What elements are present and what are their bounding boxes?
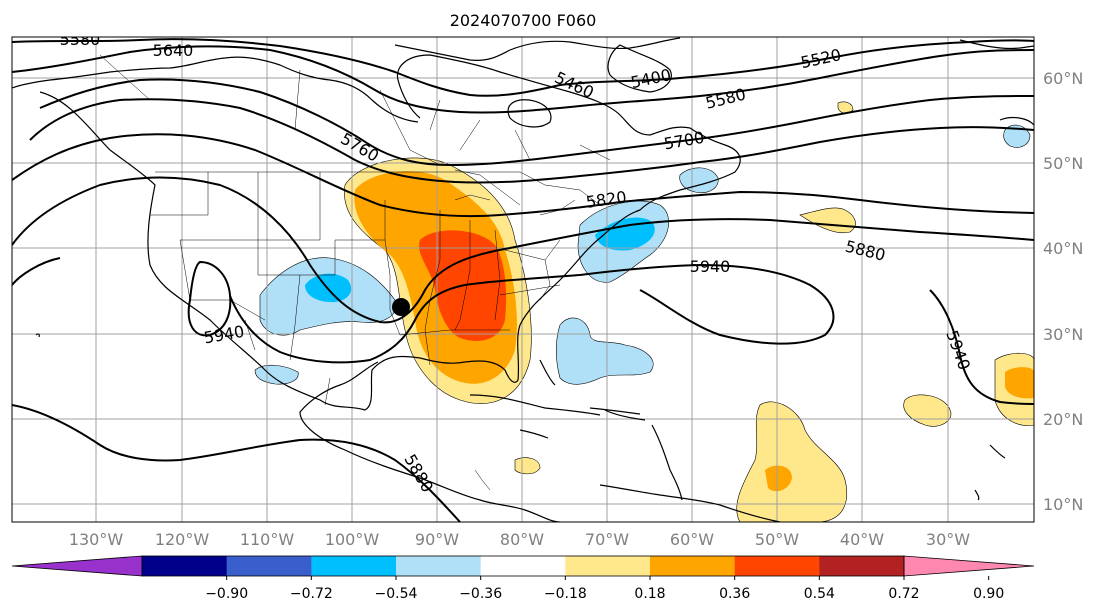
lon-tick-label: 90°W [415, 530, 459, 549]
storm-position-marker [392, 298, 410, 316]
lat-tick-label: 30°N [1043, 325, 1083, 344]
colorbar-swatch [650, 556, 736, 576]
negative-anomaly-greenland [1003, 124, 1031, 148]
colorbar-extend-low [11, 555, 143, 577]
lat-tick-label: 40°N [1043, 239, 1083, 258]
negative-anomaly-western-atlantic [555, 317, 654, 385]
colorbar-swatch [396, 556, 482, 576]
map-title: 2024070700 F060 [450, 11, 597, 30]
lon-tick-label: 120°W [155, 530, 210, 549]
coastlines [12, 37, 1034, 522]
positive-anomaly-tropical-atlantic [736, 401, 848, 522]
positive-anomaly-tropical-core [765, 465, 792, 492]
colorbar-swatch [480, 556, 566, 576]
lon-tick-label: 30°W [926, 530, 970, 549]
lon-tick-label: 80°W [500, 530, 544, 549]
map-area: 5580 5640 5460 5400 5520 5580 5700 5760 … [12, 30, 1034, 522]
lon-tick-label: 50°W [755, 530, 799, 549]
longitude-tick-labels: 130°W 120°W 110°W 100°W 90°W 80°W 70°W 6… [69, 530, 970, 549]
contour-label-5940-central: 5940 [690, 257, 731, 276]
colorbar-swatch [819, 556, 905, 576]
political-borders [99, 54, 611, 491]
contour-label-5640: 5640 [153, 41, 194, 60]
lat-tick-label: 60°N [1043, 69, 1083, 88]
colorbar-tick-label: 0.54 [804, 586, 835, 602]
colorbar-tick-label: 0.36 [719, 586, 750, 602]
lon-tick-label: 100°W [325, 530, 380, 549]
colorbar-tick-label: −0.54 [375, 586, 418, 602]
colorbar-tick-label: −0.36 [459, 586, 502, 602]
colorbar-tick-label: −0.90 [205, 586, 248, 602]
lon-tick-label: 70°W [585, 530, 629, 549]
colorbar-tick-label: −0.72 [290, 586, 333, 602]
colorbar-swatch [311, 556, 397, 576]
positive-anomaly-small-4 [837, 101, 854, 114]
positive-anomaly-small-3 [514, 457, 541, 475]
negative-anomaly-newfoundland [679, 167, 719, 193]
colorbar-frame [141, 555, 905, 577]
lon-tick-label: 110°W [240, 530, 295, 549]
lon-tick-label: 40°W [840, 530, 884, 549]
lat-tick-label: 20°N [1043, 410, 1083, 429]
lon-tick-label: 60°W [670, 530, 714, 549]
height-contours [12, 38, 1034, 522]
colorbar-extend-high [903, 555, 1035, 577]
colorbar-tick-label: 0.90 [973, 586, 1004, 602]
lat-tick-label: 50°N [1043, 154, 1083, 173]
colorbar-tick-label: 0.72 [888, 586, 919, 602]
colorbar: −0.90 −0.72 −0.54 −0.36 −0.18 0.18 0.36 0.54 0.7… [11, 555, 1035, 602]
colorbar-swatch [226, 556, 312, 576]
latitude-tick-labels: 60°N 50°N 40°N 30°N 20°N 10°N [1043, 69, 1083, 514]
negative-anomaly-mid-atlantic-core [595, 217, 655, 251]
positive-anomaly-east-core [1005, 367, 1034, 399]
colorbar-swatch [565, 556, 651, 576]
colorbar-tick-label: 0.18 [634, 586, 665, 602]
lon-tick-label: 130°W [69, 530, 124, 549]
colorbar-tick-label: −0.18 [544, 586, 587, 602]
positive-anomaly-small-1 [903, 394, 952, 427]
contour-label-5580-west: 5580 [60, 30, 101, 49]
colorbar-swatch [734, 556, 820, 576]
lat-tick-label: 10°N [1043, 495, 1083, 514]
map-frame [11, 36, 1035, 523]
colorbar-swatch [142, 556, 228, 576]
graticule [12, 37, 1034, 522]
